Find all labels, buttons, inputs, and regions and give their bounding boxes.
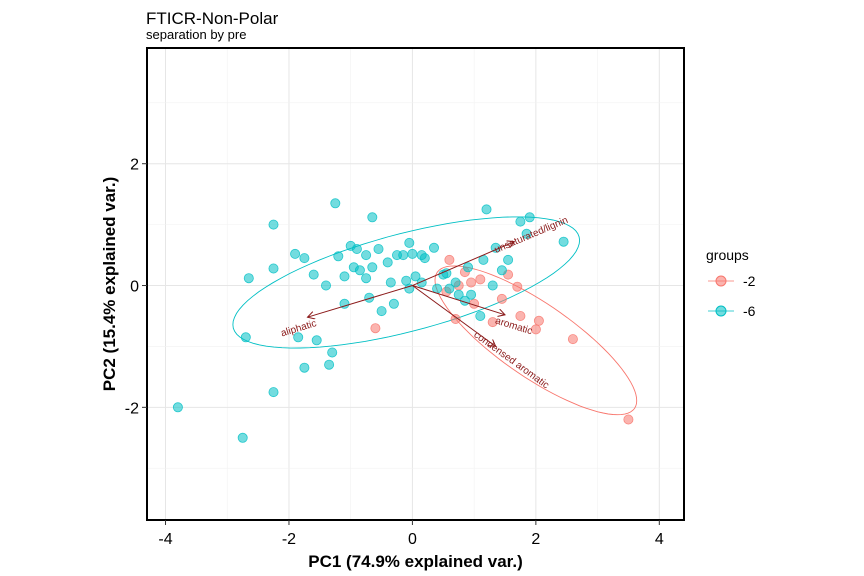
data-point-group-minus-6 bbox=[243, 273, 254, 284]
data-point-group-minus-6 bbox=[515, 216, 526, 227]
loading-arrow bbox=[412, 285, 505, 315]
x-tick-label: -2 bbox=[282, 531, 296, 548]
y-tick-label: 0 bbox=[130, 279, 139, 296]
data-point-group-minus-6 bbox=[453, 289, 464, 300]
legend-key-point bbox=[715, 275, 727, 287]
data-point-group-minus-6 bbox=[419, 253, 430, 264]
data-point-group-minus-2 bbox=[496, 293, 507, 304]
data-point-group-minus-6 bbox=[240, 332, 251, 343]
data-point-group-minus-6 bbox=[385, 277, 396, 288]
legend: groups -2 -6 bbox=[706, 247, 756, 319]
data-point-group-minus-6 bbox=[404, 237, 415, 248]
data-point-group-minus-2 bbox=[623, 414, 634, 425]
axis-ticks: -4 -2 0 2 4 -2 0 2 bbox=[125, 157, 664, 548]
data-point-group-minus-6 bbox=[339, 271, 350, 282]
y-tick-label: 2 bbox=[130, 157, 139, 174]
data-point-group-minus-2 bbox=[533, 315, 544, 326]
data-point-group-minus-6 bbox=[308, 269, 319, 280]
data-point-group-minus-6 bbox=[311, 335, 322, 346]
data-point-group-minus-6 bbox=[354, 265, 365, 276]
chart-subtitle: separation by pre bbox=[146, 27, 246, 42]
loading-label: condensed aromatic bbox=[472, 329, 551, 391]
x-tick-label: 2 bbox=[531, 531, 540, 548]
x-tick-label: -4 bbox=[158, 531, 172, 548]
x-axis-title: PC1 (74.9% explained var.) bbox=[308, 552, 523, 571]
data-point-group-minus-6 bbox=[339, 298, 350, 309]
data-point-group-minus-6 bbox=[404, 283, 415, 294]
chart-title: FTICR-Non-Polar bbox=[146, 9, 279, 28]
data-point-group-minus-2 bbox=[567, 334, 578, 345]
legend-label: -2 bbox=[743, 273, 756, 289]
data-point-group-minus-6 bbox=[524, 212, 535, 223]
data-point-group-minus-2 bbox=[466, 277, 477, 288]
data-point-group-minus-6 bbox=[428, 242, 439, 253]
data-point-group-minus-6 bbox=[351, 243, 362, 254]
data-point-group-minus-6 bbox=[330, 198, 341, 209]
data-point-group-minus-6 bbox=[327, 347, 338, 358]
loading-label: aromatic bbox=[494, 316, 534, 338]
data-point-group-minus-6 bbox=[367, 262, 378, 273]
data-point-group-minus-6 bbox=[441, 268, 452, 279]
legend-item-minus-6: -6 bbox=[708, 303, 756, 319]
data-point-group-minus-6 bbox=[361, 250, 372, 261]
data-point-group-minus-2 bbox=[450, 313, 461, 324]
data-point-group-minus-6 bbox=[324, 359, 335, 370]
loading-arrow bbox=[412, 242, 514, 286]
data-point-group-minus-6 bbox=[466, 289, 477, 300]
data-point-group-minus-2 bbox=[487, 317, 498, 328]
y-axis-title: PC2 (15.4% explained var.) bbox=[100, 177, 119, 392]
data-point-group-minus-6 bbox=[398, 250, 409, 261]
loading-arrow bbox=[308, 285, 413, 318]
legend-key-point bbox=[715, 305, 727, 317]
loading-arrow bbox=[412, 285, 495, 347]
data-point-group-minus-6 bbox=[410, 271, 421, 282]
data-point-group-minus-6 bbox=[487, 280, 498, 291]
data-point-group-minus-6 bbox=[496, 265, 507, 276]
data-point-group-minus-2 bbox=[444, 254, 455, 265]
data-point-group-minus-6 bbox=[450, 277, 461, 288]
data-point-group-minus-6 bbox=[382, 257, 393, 268]
data-point-group-minus-6 bbox=[558, 236, 569, 247]
data-points bbox=[172, 198, 634, 443]
data-point-group-minus-6 bbox=[268, 263, 279, 274]
data-point-group-minus-6 bbox=[367, 212, 378, 223]
data-point-group-minus-6 bbox=[299, 362, 310, 373]
data-point-group-minus-6 bbox=[268, 387, 279, 398]
data-point-group-minus-6 bbox=[290, 248, 301, 259]
data-point-group-minus-2 bbox=[370, 323, 381, 334]
confidence-ellipse-group-minus-2 bbox=[434, 265, 638, 416]
data-point-group-minus-2 bbox=[512, 281, 523, 292]
data-point-group-minus-6 bbox=[407, 248, 418, 259]
data-point-group-minus-6 bbox=[481, 204, 492, 215]
data-point-group-minus-6 bbox=[293, 332, 304, 343]
data-point-group-minus-6 bbox=[521, 228, 532, 239]
data-point-group-minus-6 bbox=[320, 280, 331, 291]
data-point-group-minus-6 bbox=[268, 219, 279, 230]
x-tick-label: 0 bbox=[408, 531, 417, 548]
data-point-group-minus-6 bbox=[172, 402, 183, 413]
legend-title: groups bbox=[706, 247, 749, 263]
data-point-group-minus-6 bbox=[361, 273, 372, 284]
data-point-group-minus-6 bbox=[333, 251, 344, 262]
data-point-group-minus-6 bbox=[376, 306, 387, 317]
x-tick-label: 4 bbox=[655, 531, 664, 548]
data-point-group-minus-6 bbox=[299, 253, 310, 264]
data-point-group-minus-2 bbox=[475, 274, 486, 285]
y-tick-label: -2 bbox=[125, 400, 139, 417]
plot-panel-border bbox=[146, 47, 685, 521]
data-point-group-minus-6 bbox=[373, 243, 384, 254]
data-point-group-minus-6 bbox=[503, 254, 514, 265]
data-point-group-minus-2 bbox=[530, 324, 541, 335]
data-point-group-minus-6 bbox=[388, 298, 399, 309]
data-point-group-minus-2 bbox=[515, 310, 526, 321]
data-point-group-minus-6 bbox=[237, 432, 248, 443]
data-point-group-minus-6 bbox=[444, 283, 455, 294]
data-point-group-minus-6 bbox=[475, 310, 486, 321]
legend-item-minus-2: -2 bbox=[708, 273, 756, 289]
legend-label: -6 bbox=[743, 303, 756, 319]
data-point-group-minus-6 bbox=[462, 262, 473, 273]
